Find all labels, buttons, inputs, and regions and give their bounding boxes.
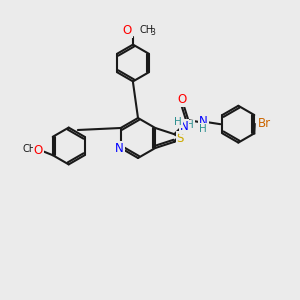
Text: H: H bbox=[186, 120, 194, 130]
Text: H: H bbox=[174, 117, 182, 128]
Text: 3: 3 bbox=[150, 28, 155, 37]
Text: N: N bbox=[199, 115, 208, 128]
Text: O: O bbox=[178, 93, 187, 106]
Text: N: N bbox=[180, 120, 188, 133]
Text: O: O bbox=[122, 24, 132, 37]
Text: 3: 3 bbox=[33, 148, 38, 158]
Text: Br: Br bbox=[258, 117, 271, 130]
Text: S: S bbox=[177, 131, 184, 145]
Text: O: O bbox=[34, 143, 43, 157]
Text: N: N bbox=[115, 142, 124, 154]
Text: CH: CH bbox=[139, 25, 153, 34]
Text: CH: CH bbox=[22, 144, 36, 154]
Text: H: H bbox=[200, 124, 207, 134]
